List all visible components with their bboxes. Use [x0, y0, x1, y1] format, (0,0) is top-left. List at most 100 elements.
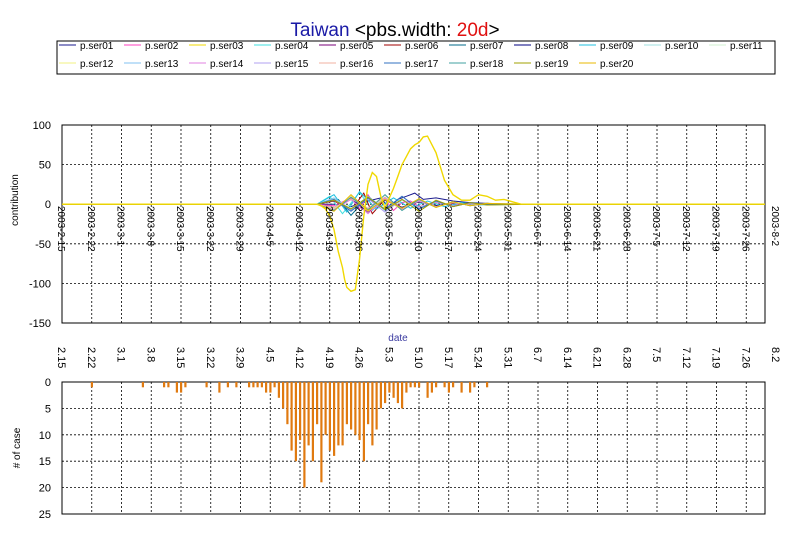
legend-label: p.ser02 [145, 41, 179, 52]
case-bar [324, 382, 327, 435]
bottom-x-tick-label: 3.8 [144, 347, 156, 362]
legend-label: p.ser19 [535, 59, 569, 70]
top-grid [62, 125, 765, 323]
case-bar [303, 382, 306, 488]
chart-title: Taiwan <pbs.width: 20d> [290, 20, 499, 41]
case-bar [311, 382, 314, 462]
case-bar [163, 382, 166, 388]
case-bar [226, 382, 229, 388]
bottom-y-tick-label: 5 [45, 403, 51, 415]
top-x-tick-label: 2003-7-19 [710, 206, 721, 252]
case-bar [273, 382, 276, 388]
bottom-x-tick-label: 4.26 [353, 347, 365, 368]
case-bar [426, 382, 429, 398]
case-bar [413, 382, 416, 388]
legend: p.ser01 p.ser02 p.ser03 p.ser04 p.ser05 p.ser… [59, 41, 763, 70]
case-bar [218, 382, 221, 393]
top-x-tick-label: 2003-6-7 [531, 206, 542, 246]
case-bar [409, 382, 412, 388]
series-line-p-ser20 [62, 194, 765, 212]
top-x-tick-label: 2003-3-1 [115, 206, 126, 246]
bottom-y-tick-label: 25 [39, 509, 51, 521]
case-bar [299, 382, 302, 441]
bottom-x-tick-label: 4.19 [323, 347, 335, 368]
top-x-tick-label: 2003-7-26 [739, 206, 750, 252]
bottom-x-tick-label: 3.15 [174, 347, 186, 368]
top-x-tick-label: 2003-5-17 [442, 206, 453, 252]
legend-label: p.ser17 [405, 59, 439, 70]
top-y-tick-label: 100 [33, 120, 51, 132]
case-bar [486, 382, 489, 388]
legend-label: p.ser15 [275, 59, 309, 70]
top-x-tick-label: 2003-6-14 [561, 206, 572, 252]
title-width-value: 20d [457, 20, 489, 41]
case-bar [354, 382, 357, 435]
series-lines [62, 135, 765, 293]
case-bar [316, 382, 319, 425]
case-bar [294, 382, 297, 462]
case-bar [269, 382, 272, 393]
top-plot-frame [61, 124, 766, 324]
top-x-tick-label: 2003-2-22 [85, 206, 96, 252]
case-bar [252, 382, 255, 388]
case-bar [248, 382, 251, 388]
case-bar [205, 382, 208, 388]
top-x-tick-label: 2003-4-5 [263, 206, 274, 246]
case-bar [430, 382, 433, 393]
case-bar [333, 382, 336, 456]
top-x-tick-label: 2003-5-3 [382, 206, 393, 246]
bottom-x-tick-label: 2.15 [55, 347, 67, 368]
case-bar [167, 382, 170, 388]
bottom-x-tick-label: 5.31 [501, 347, 513, 368]
case-bar [396, 382, 399, 404]
bottom-x-tick-label: 4.12 [293, 347, 305, 368]
case-bar [443, 382, 446, 388]
bottom-x-tick-label: 4.5 [263, 347, 275, 362]
top-y-tick-label: -50 [35, 239, 51, 251]
bottom-x-tick-labels: 2.15 2.22 3.1 3.8 3.15 3.22 3.29 4.5 4.12 4.19 4.2… [55, 347, 781, 368]
legend-label: p.ser04 [275, 41, 309, 52]
title-country: Taiwan [290, 20, 349, 41]
top-x-tick-label: 2003-3-8 [144, 206, 155, 246]
case-bar [375, 382, 378, 430]
case-bar [90, 382, 93, 388]
case-bar [175, 382, 178, 393]
case-bar [235, 382, 238, 388]
case-bar [473, 382, 476, 388]
legend-label: p.ser01 [80, 41, 114, 52]
top-x-tick-label: 2003-4-12 [293, 206, 304, 252]
bottom-y-tick-label: 10 [39, 430, 51, 442]
bottom-y-tick-label: 0 [45, 377, 51, 389]
case-bar [265, 382, 268, 393]
case-bar [141, 382, 144, 388]
case-bar [392, 382, 395, 398]
legend-label: p.ser10 [665, 41, 699, 52]
case-bar [282, 382, 285, 409]
case-bar [367, 382, 370, 425]
legend-label: p.ser09 [600, 41, 634, 52]
case-bar [341, 382, 344, 446]
top-x-tick-label: 2003-4-19 [323, 206, 334, 252]
case-bar [401, 382, 404, 409]
top-x-tick-label: 2003-5-10 [412, 206, 423, 252]
bottom-y-tick-label: 20 [39, 483, 51, 495]
bottom-x-tick-label: 6.21 [591, 347, 603, 368]
case-bar [384, 382, 387, 404]
case-bar [452, 382, 455, 388]
y-axis-label-contribution: contribution [10, 174, 21, 226]
bottom-x-tick-label: 5.3 [382, 347, 394, 362]
top-x-tick-label: 2003-7-12 [680, 206, 691, 252]
case-bar [405, 382, 408, 393]
case-bar [307, 382, 310, 446]
bottom-x-tick-label: 3.1 [115, 347, 127, 362]
top-x-tick-label: 2003-6-28 [620, 206, 631, 252]
bottom-grid [62, 382, 765, 514]
case-bar [337, 382, 340, 446]
case-bar [277, 382, 280, 398]
bottom-x-tick-label: 7.5 [650, 347, 662, 362]
case-bars [90, 382, 489, 488]
case-bar [460, 382, 463, 393]
